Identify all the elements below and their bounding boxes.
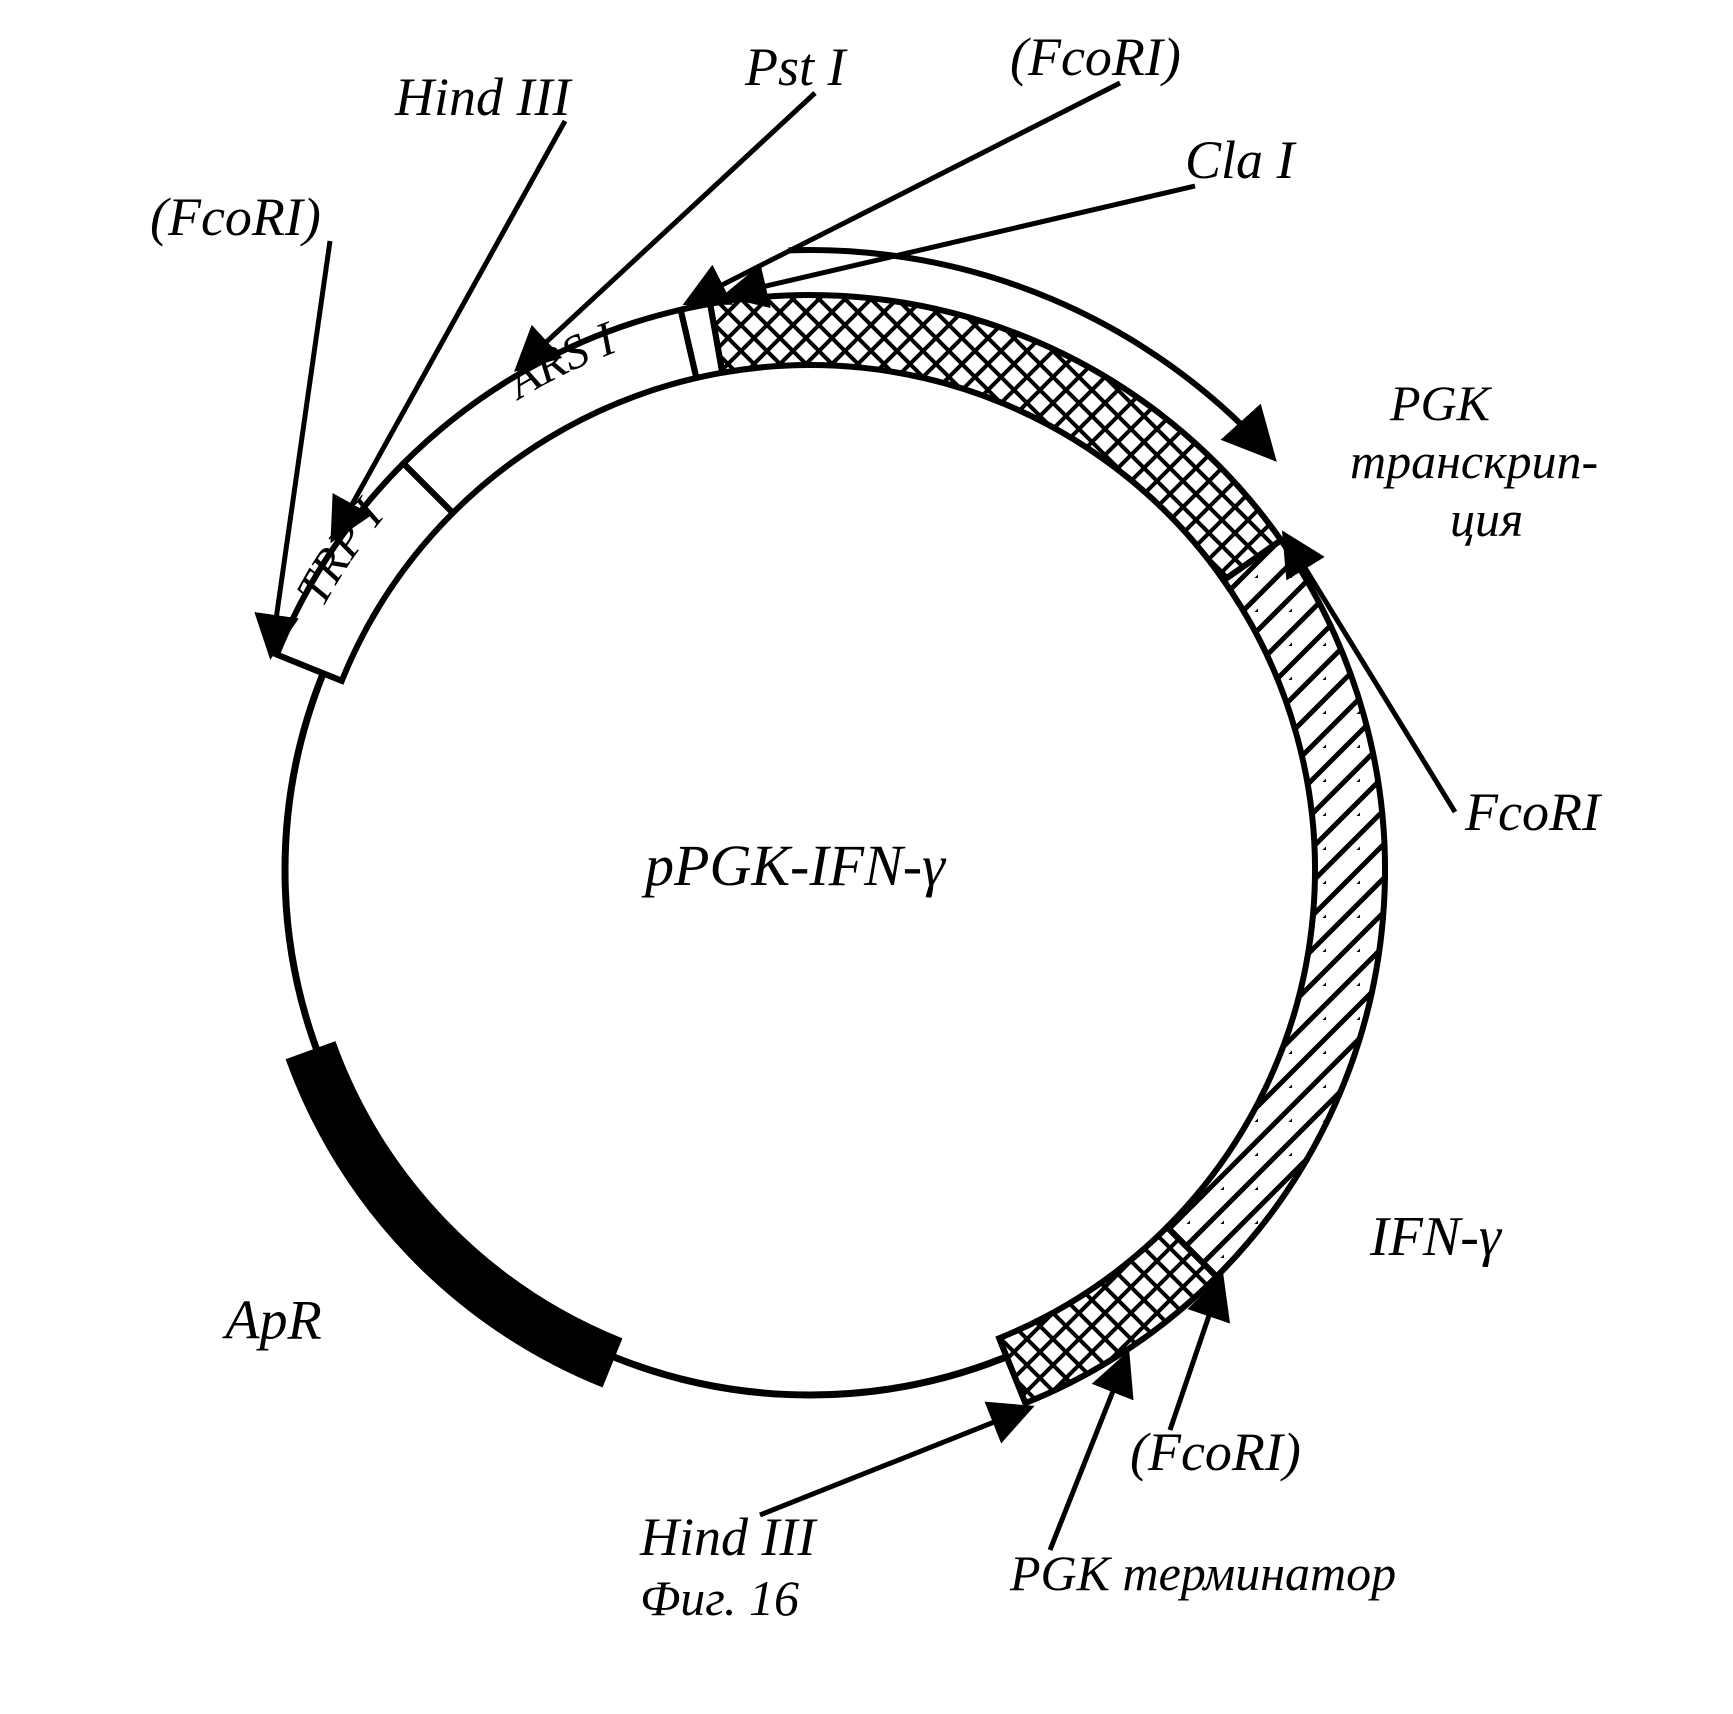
site-label-fcori-tl: (FcoRI) — [150, 187, 321, 247]
plasmid-diagram: TRP IARS IpPGK-IFN-γApR(FcoRI)Hind IIIPs… — [0, 0, 1733, 1714]
plasmid-name: pPGK-IFN-γ — [641, 833, 947, 898]
site-label-fcori-br: (FcoRI) — [1130, 1422, 1301, 1482]
site-label-hind3-bot: Hind III — [639, 1507, 818, 1567]
site-label-fcori-top2: (FcoRI) — [1010, 27, 1181, 87]
site-label-ifn-lbl: IFN-γ — [1369, 1206, 1503, 1268]
site-label-pgkterm-l: PGK терминатор — [1009, 1545, 1396, 1601]
site-label-hind3-top: Hind III — [394, 67, 573, 127]
segment-ifn — [1167, 540, 1385, 1276]
site-label-psti: Pst I — [744, 37, 849, 97]
arrow-hind3-bot — [760, 1409, 1028, 1515]
pgk-transcription-label: PGKтранскрип-ция — [1350, 375, 1598, 547]
site-label-clai: Cla I — [1185, 130, 1298, 190]
arrow-fcori-top2 — [689, 83, 1120, 302]
segment-pgkprom — [710, 295, 1281, 580]
arrow-clai — [729, 186, 1195, 295]
site-label-fcori-mid: FcoRI — [1464, 782, 1603, 842]
apr-label: ApR — [221, 1290, 321, 1352]
site-label-fig: Фиг. 16 — [640, 1570, 799, 1626]
segment-apr — [288, 1043, 621, 1385]
segment-pgkterm — [999, 1227, 1216, 1403]
